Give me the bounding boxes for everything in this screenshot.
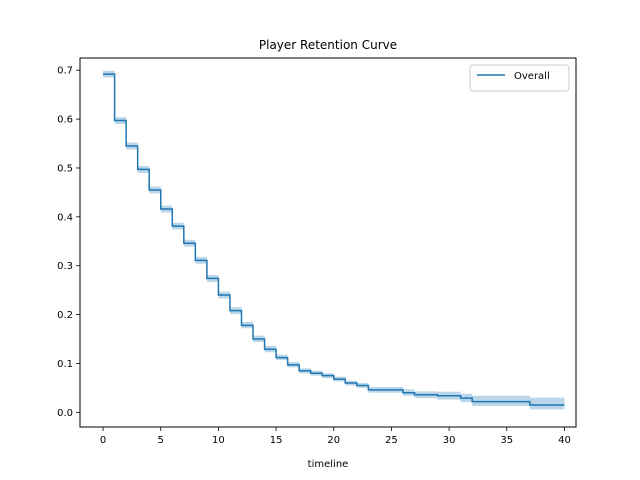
x-tick-label: 30	[443, 435, 456, 446]
x-tick-label: 40	[558, 435, 571, 446]
y-tick-label: 0.0	[57, 408, 73, 419]
x-tick-label: 0	[100, 435, 106, 446]
chart-title: Player Retention Curve	[259, 38, 397, 52]
x-tick-label: 20	[327, 435, 340, 446]
x-tick-label: 10	[212, 435, 225, 446]
legend-box	[469, 64, 570, 92]
x-tick-label: 15	[270, 435, 283, 446]
y-tick-label: 0.7	[57, 66, 73, 77]
y-tick-label: 0.3	[57, 261, 73, 272]
confidence-band	[103, 70, 565, 410]
y-tick-label: 0.2	[57, 310, 73, 321]
x-tick-label: 5	[158, 435, 164, 446]
legend-label-overall: Overall	[514, 71, 550, 82]
x-tick-label: 35	[500, 435, 513, 446]
y-tick-label: 0.1	[57, 359, 73, 370]
x-tick-label: 25	[385, 435, 398, 446]
legend: Overall	[469, 64, 570, 92]
plot-area	[103, 70, 565, 410]
y-tick-label: 0.5	[57, 163, 73, 174]
survival-line	[103, 73, 565, 406]
x-axis-label: timeline	[308, 459, 349, 470]
x-axis: 0 5 10 15 20 25 30 35 40	[100, 427, 571, 446]
y-tick-label: 0.6	[57, 115, 73, 126]
y-axis: 0.0 0.1 0.2 0.3 0.4 0.5 0.6 0.7	[57, 66, 80, 419]
plot-frame	[79, 57, 577, 428]
y-tick-label: 0.4	[57, 212, 73, 223]
